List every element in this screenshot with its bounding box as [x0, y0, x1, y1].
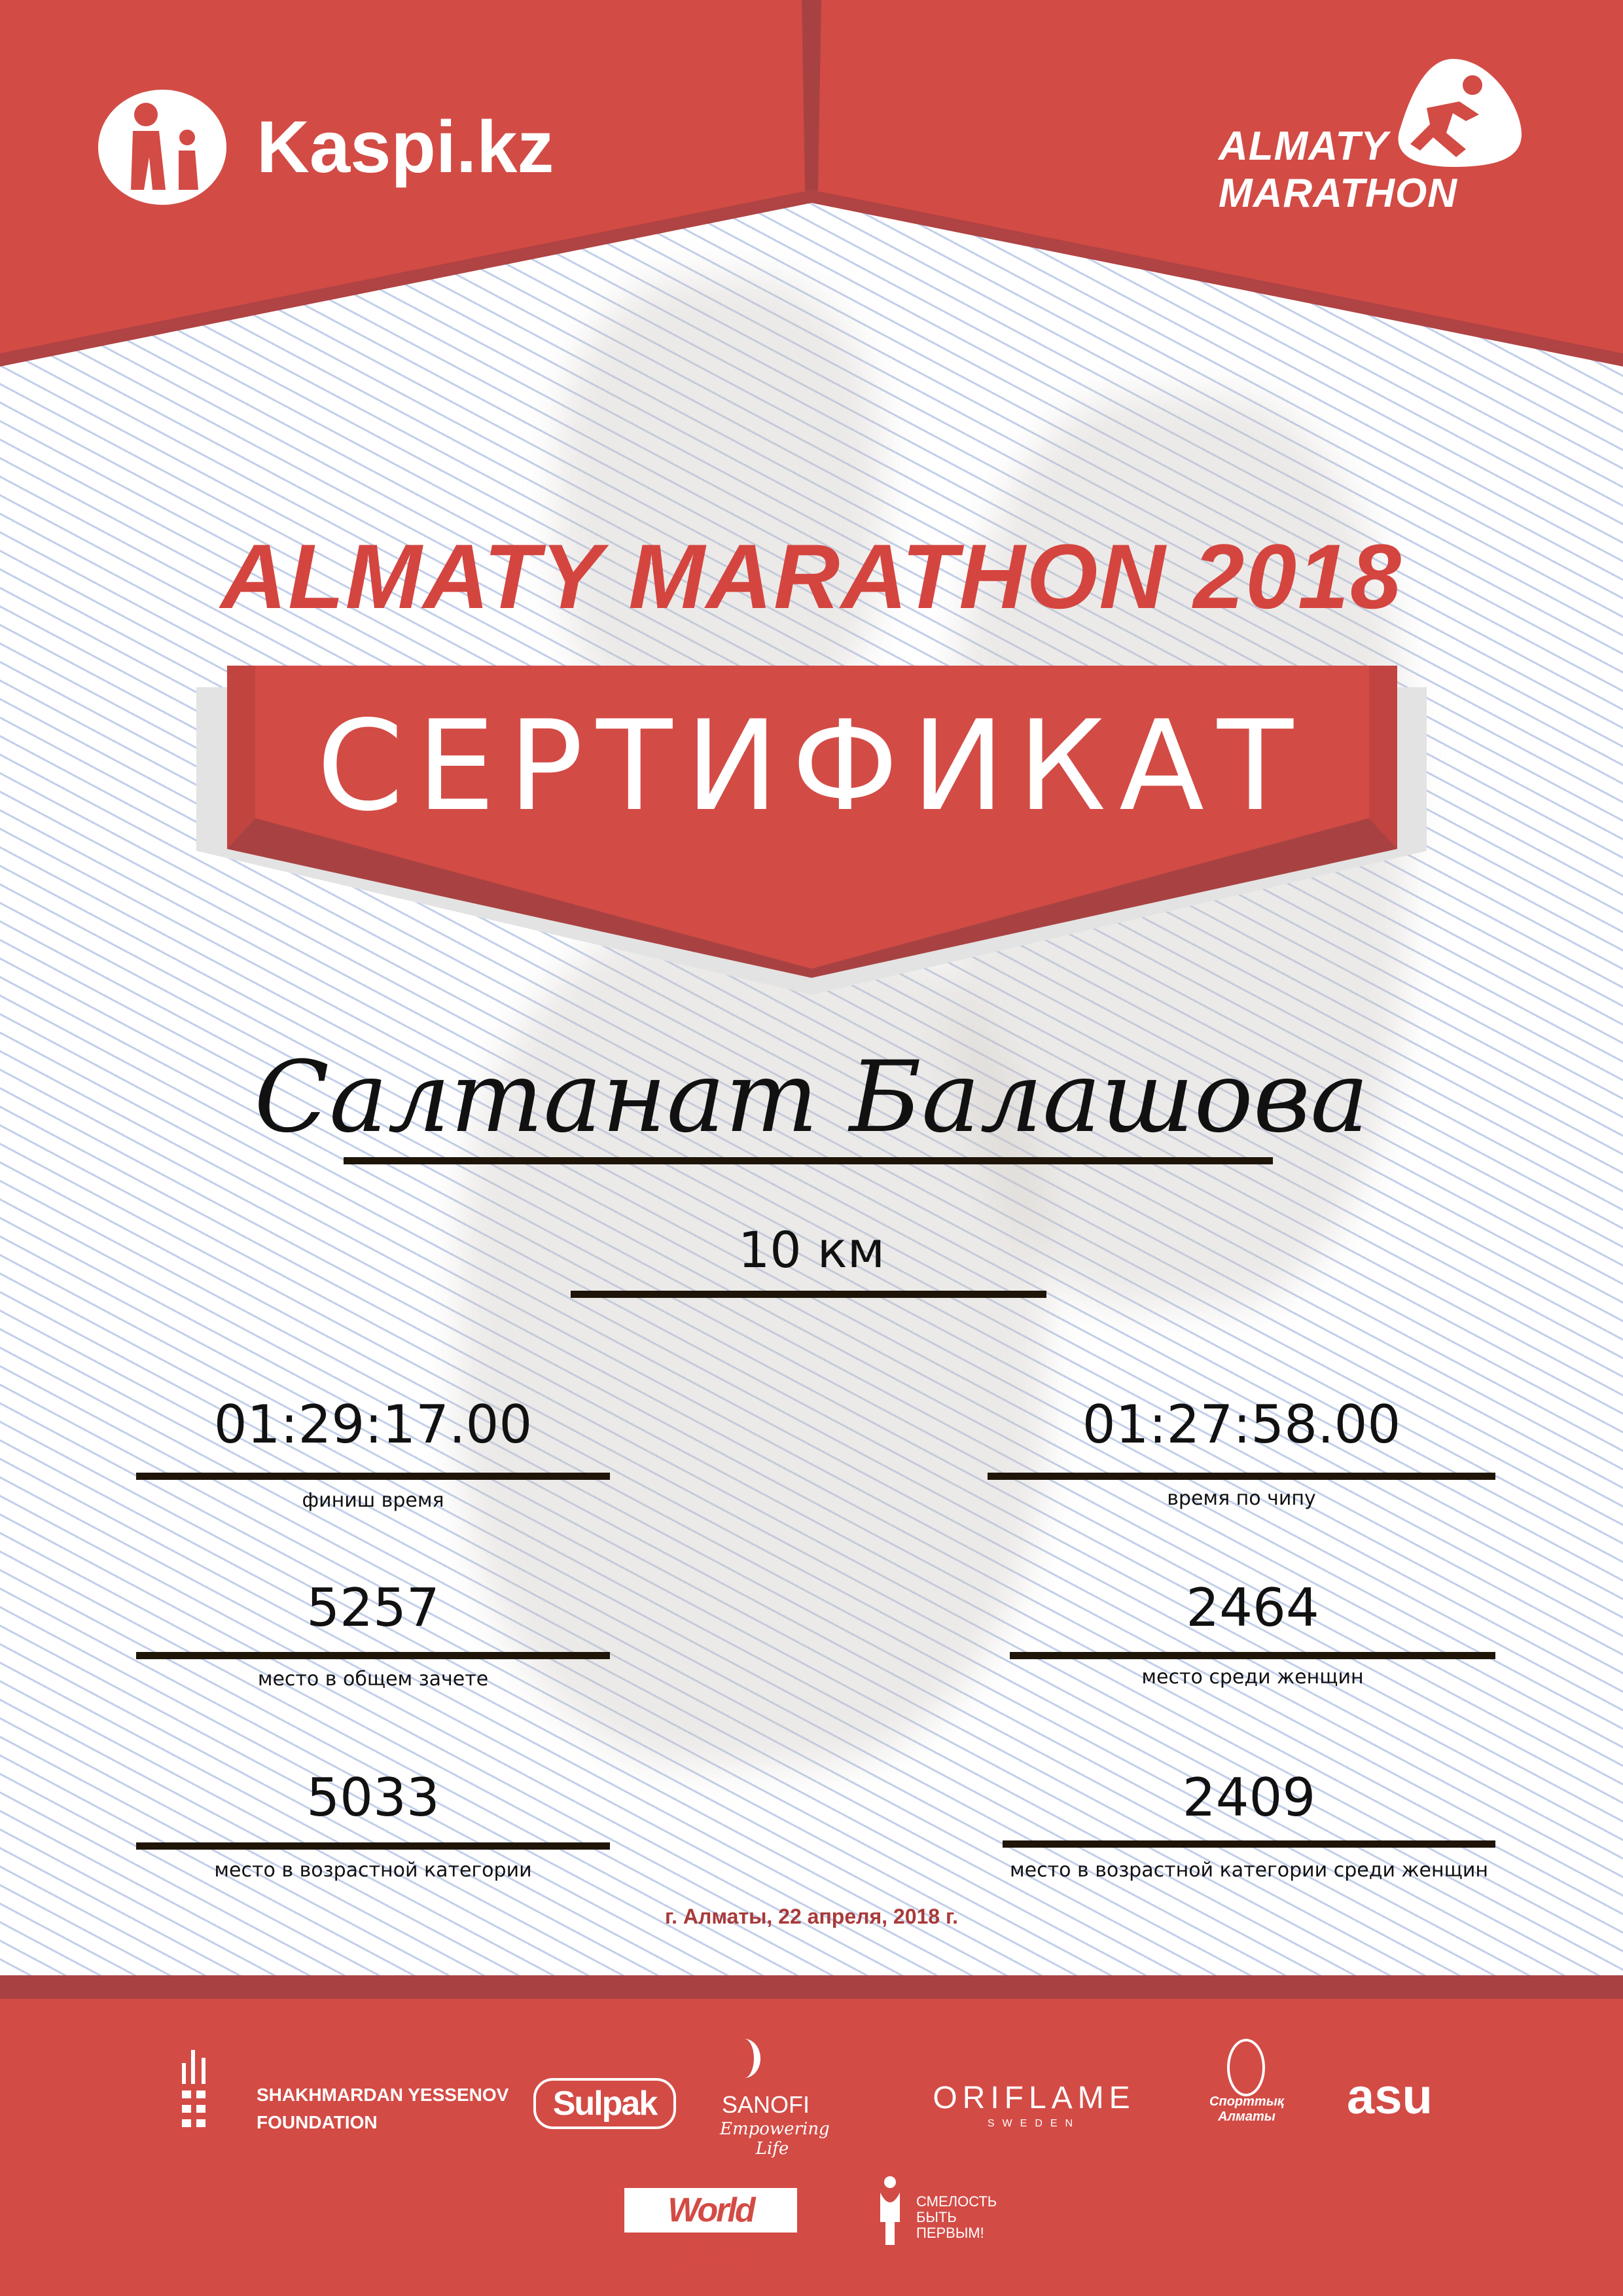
logo-line-2: MARATHON [1219, 171, 1458, 216]
chip-time-label: время по чипу [1167, 1487, 1316, 1510]
sport-almaty-emblem-icon [1227, 2039, 1265, 2096]
almaty-marathon-runner-icon [1398, 59, 1522, 167]
yessenov-line-2: FOUNDATION [257, 2112, 378, 2132]
name-underline [344, 1157, 1273, 1164]
sport-almaty-text: Спорттық Алматы [1209, 2094, 1284, 2124]
oriflame-logo-text: ORIFLAME [933, 2081, 1135, 2115]
distance-underline [571, 1291, 1046, 1298]
age-place-label: место в возрастной категории [214, 1859, 532, 1882]
age-women-place-value: 2409 [1182, 1767, 1316, 1828]
yessenov-logo-text: SHAKHMARDAN YESSENOV FOUNDATION [257, 2081, 508, 2136]
runner-photo-legs [458, 916, 1047, 1767]
asu-logo: asu [1347, 2069, 1433, 2125]
fund-logo-text: СМЕЛОСТЬ БЫТЬ ПЕРВЫМ! [916, 2194, 997, 2241]
sanofi-logo-icon [728, 2039, 760, 2078]
sanofi-logo-text: SANOFI [721, 2091, 810, 2118]
women-place-value: 2464 [1186, 1577, 1319, 1638]
fund-line-3: ПЕРВЫМ! [916, 2225, 984, 2241]
worldclass-logo: World Class [624, 2188, 797, 2274]
almaty-marathon-logo-text: ALMATY MARATHON [1219, 123, 1457, 217]
date-line: г. Алматы, 22 апреля, 2018 г. [665, 1905, 958, 1928]
runner-photo-man [556, 275, 883, 733]
distance: 10 км [738, 1221, 885, 1279]
event-title: ALMATY MARATHON 2018 [221, 525, 1402, 628]
finish-time-value: 01:29:17.00 [213, 1394, 533, 1455]
age-women-place-label: место в возрастной категории среди женщи… [1010, 1859, 1488, 1882]
finish-time-label: финиш время [302, 1489, 444, 1512]
sanofi-tagline: Empowering Life [720, 2119, 830, 2159]
logo-line-1: ALMATY [1219, 124, 1389, 169]
divider [136, 1652, 610, 1659]
overall-place-label: место в общем зачете [257, 1668, 489, 1691]
footer-stripe [0, 1975, 1623, 1999]
fund-line-1: СМЕЛОСТЬ [916, 2193, 997, 2210]
divider [136, 1842, 610, 1850]
certificate-ribbon [196, 666, 1427, 995]
divider [1010, 1652, 1495, 1659]
divider [988, 1473, 1495, 1480]
oriflame-sub: SWEDEN [987, 2118, 1081, 2129]
divider [136, 1473, 610, 1480]
overall-place-value: 5257 [306, 1577, 440, 1638]
fund-logo-icon [880, 2176, 900, 2245]
yessenov-logo-icon [182, 2050, 205, 2127]
certificate-label: СЕРТИФИКАТ [316, 694, 1307, 838]
chip-time-value: 01:27:58.00 [1082, 1394, 1401, 1455]
women-place-label: место среди женщин [1141, 1666, 1364, 1689]
participant-name: Салтанат Балашова [254, 1041, 1369, 1155]
kaspi-logo-text: Kaspi.kz [257, 106, 554, 188]
kaspi-logo-icon [98, 90, 226, 205]
sulpak-logo: Sulpak [533, 2078, 676, 2129]
yessenov-line-1: SHAKHMARDAN YESSENOV [257, 2085, 509, 2105]
fund-line-2: БЫТЬ [916, 2209, 957, 2225]
sponsors-footer [0, 1999, 1623, 2296]
age-place-value: 5033 [306, 1767, 440, 1828]
divider [1003, 1840, 1495, 1848]
header-banner [0, 0, 1623, 367]
